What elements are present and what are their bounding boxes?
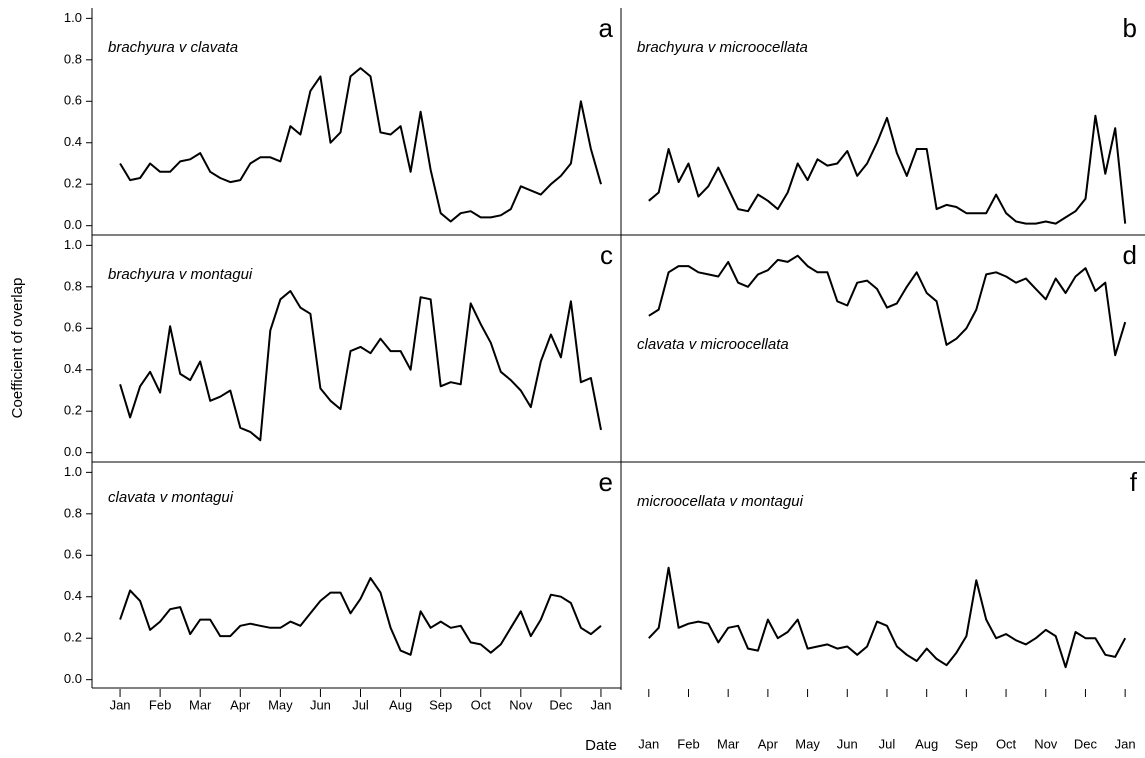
x-tick-label: Apr xyxy=(758,736,779,751)
x-tick-label: May xyxy=(795,736,820,751)
x-tick-label: Jun xyxy=(310,697,331,712)
data-line xyxy=(119,290,602,442)
y-tick-label: 1.0 xyxy=(64,237,82,252)
y-tick-label: 0.8 xyxy=(64,278,82,293)
y-tick-label: 0.6 xyxy=(64,547,82,562)
x-tick-label: Mar xyxy=(189,697,212,712)
panel-label: brachyura v montagui xyxy=(108,266,253,283)
y-tick-label: 0.6 xyxy=(64,93,82,108)
data-line xyxy=(648,114,1127,225)
y-tick-label: 1.0 xyxy=(64,464,82,479)
x-tick-label: Oct xyxy=(996,736,1017,751)
x-tick-label: Jan xyxy=(110,697,131,712)
panel-label: brachyura v clavata xyxy=(108,39,238,56)
y-tick-label: 0.4 xyxy=(64,134,82,149)
x-tick-label: Jul xyxy=(879,736,896,751)
y-tick-label: 0.0 xyxy=(64,671,82,686)
x-tick-label: Mar xyxy=(717,736,740,751)
x-tick-label: Jun xyxy=(837,736,858,751)
x-tick-label: Feb xyxy=(149,697,171,712)
y-tick-label: 0.4 xyxy=(64,361,82,376)
x-tick-label: Feb xyxy=(677,736,699,751)
x-tick-label: Oct xyxy=(471,697,492,712)
x-tick-label: Nov xyxy=(509,697,533,712)
panel-letter: f xyxy=(1130,467,1138,497)
y-tick-label: 0.6 xyxy=(64,320,82,335)
y-axis-title: Coefficient of overlap xyxy=(9,278,26,419)
x-tick-label: Jul xyxy=(352,697,369,712)
y-tick-label: 0.8 xyxy=(64,51,82,66)
x-tick-label: Nov xyxy=(1034,736,1058,751)
y-tick-label: 1.0 xyxy=(64,10,82,25)
data-line xyxy=(648,566,1127,669)
y-tick-label: 0.2 xyxy=(64,630,82,645)
data-line xyxy=(119,577,602,656)
x-tick-label: Aug xyxy=(389,697,412,712)
panel-letter: c xyxy=(600,240,613,270)
x-axis-title: Date xyxy=(585,737,617,754)
y-tick-label: 0.8 xyxy=(64,505,82,520)
x-tick-label: Apr xyxy=(230,697,251,712)
y-tick-label: 0.4 xyxy=(64,588,82,603)
x-tick-label: May xyxy=(268,697,293,712)
y-tick-label: 0.0 xyxy=(64,217,82,232)
panel-label: clavata v montagui xyxy=(108,489,234,506)
x-tick-label: Dec xyxy=(549,697,573,712)
data-line xyxy=(648,254,1127,357)
panel-letter: a xyxy=(599,13,614,43)
panel-label: brachyura v microocellata xyxy=(637,39,808,56)
data-line xyxy=(119,67,602,223)
y-tick-label: 0.2 xyxy=(64,403,82,418)
x-tick-label: Jan xyxy=(590,697,611,712)
panel-letter: b xyxy=(1123,13,1137,43)
x-tick-label: Dec xyxy=(1074,736,1098,751)
x-tick-label: Jan xyxy=(1115,736,1136,751)
x-tick-label: Sep xyxy=(429,697,452,712)
y-tick-label: 0.0 xyxy=(64,444,82,459)
y-tick-label: 0.2 xyxy=(64,176,82,191)
panel-label: microocellata v montagui xyxy=(637,493,804,510)
panel-letter: d xyxy=(1123,240,1137,270)
panel-label: clavata v microocellata xyxy=(637,336,789,353)
x-tick-label: Jan xyxy=(638,736,659,751)
x-tick-label: Sep xyxy=(955,736,978,751)
x-tick-label: Aug xyxy=(915,736,938,751)
panel-letter: e xyxy=(599,467,613,497)
